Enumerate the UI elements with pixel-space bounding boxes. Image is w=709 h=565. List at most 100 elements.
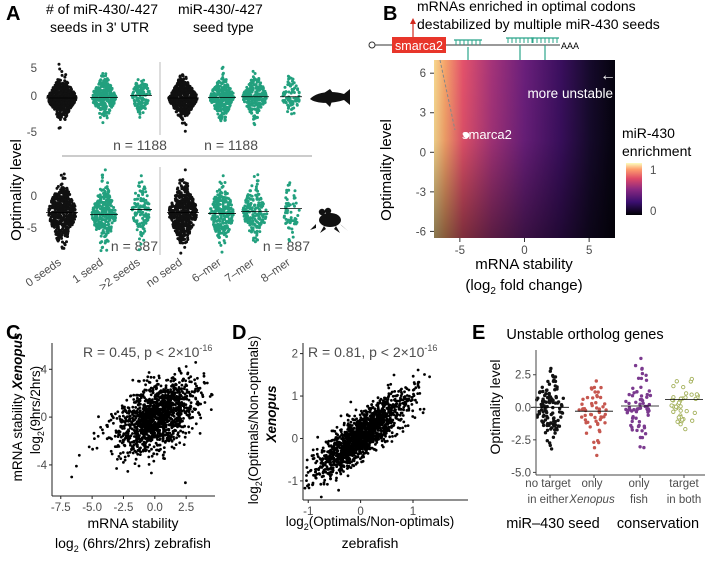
a-point	[221, 88, 225, 92]
a-point	[137, 210, 140, 213]
a-point	[229, 203, 233, 207]
a-point	[254, 219, 258, 223]
a-point	[178, 212, 182, 216]
a-point	[108, 195, 112, 199]
a-point	[171, 213, 175, 217]
c-point	[101, 428, 104, 432]
a-point	[138, 85, 141, 89]
a-point	[49, 204, 53, 208]
a-point	[223, 107, 227, 111]
a-point	[191, 104, 195, 108]
a-point	[209, 207, 213, 211]
a-point	[221, 73, 225, 76]
zebrafish-icon	[310, 89, 350, 107]
c-point	[161, 454, 165, 457]
a-point	[293, 196, 297, 200]
a-point	[112, 94, 116, 97]
a-point	[215, 81, 219, 85]
a-point	[106, 78, 110, 82]
a-point	[103, 91, 106, 95]
a-point	[56, 206, 60, 210]
c-point	[110, 452, 114, 456]
a-point	[175, 225, 179, 229]
a-point	[183, 237, 187, 241]
a-point	[101, 72, 105, 75]
a-point	[293, 204, 296, 208]
a-point	[64, 194, 68, 198]
a-point	[219, 194, 223, 198]
a-point	[185, 91, 189, 95]
b-arrow-left-icon: ←	[600, 67, 616, 84]
c-point	[152, 452, 156, 456]
a-point	[255, 238, 259, 242]
a-point	[188, 107, 191, 111]
b-xtick-label: 5	[586, 245, 592, 257]
a-point	[62, 214, 66, 218]
a-point	[61, 104, 65, 108]
a-point	[135, 222, 139, 226]
c-point	[150, 454, 154, 458]
a-point	[186, 102, 190, 106]
a-point	[262, 221, 266, 225]
a-point	[190, 216, 194, 220]
a-point	[168, 215, 172, 219]
c-point	[87, 445, 91, 449]
c-point	[188, 380, 192, 383]
a-point	[60, 70, 64, 73]
b-ytick-label: 3	[420, 108, 426, 120]
a-col2-title-2: seed type	[193, 19, 254, 35]
a-point	[148, 92, 152, 96]
a-point	[59, 78, 62, 82]
a-point	[226, 226, 230, 230]
a-point	[180, 195, 184, 199]
a-point	[65, 240, 68, 244]
c-point	[144, 383, 148, 387]
a-point	[185, 182, 189, 186]
panel-b: mRNAs enriched in optimal codons destabi…	[368, 0, 691, 297]
a-point	[291, 101, 295, 105]
a-point	[112, 98, 116, 102]
a-point	[73, 217, 76, 221]
a-point	[143, 187, 147, 190]
a-point	[106, 199, 110, 203]
a-point	[98, 241, 102, 245]
a-point	[57, 62, 61, 66]
c-point	[99, 425, 102, 429]
a-point	[231, 208, 235, 212]
c-point	[156, 438, 159, 441]
a-point	[99, 107, 103, 111]
a-n-zebrafish: n = 1188	[204, 137, 258, 153]
a-point	[256, 179, 260, 183]
a-point	[99, 78, 103, 82]
a-point	[222, 78, 226, 82]
a-point	[219, 243, 223, 247]
a-point	[225, 83, 229, 87]
a-point	[246, 90, 249, 94]
a-point	[248, 197, 251, 200]
a-point	[291, 77, 295, 81]
a-point	[73, 99, 77, 103]
a-point	[216, 218, 220, 222]
a-point	[96, 199, 100, 203]
a-point	[264, 91, 267, 95]
a-point	[176, 212, 180, 216]
c-point	[132, 398, 136, 401]
c-point	[170, 439, 174, 443]
a-point	[134, 212, 138, 216]
b-colorbar	[626, 163, 642, 215]
a-point	[137, 248, 141, 252]
a-point	[95, 87, 99, 91]
c-point	[152, 376, 156, 379]
a-point	[178, 75, 182, 79]
c-point	[132, 440, 136, 444]
a-point	[217, 236, 221, 240]
a-point	[138, 237, 141, 241]
c-point	[194, 361, 198, 364]
a-point	[138, 110, 142, 114]
c-point	[118, 439, 122, 443]
a-point	[141, 111, 145, 115]
a-point	[105, 99, 109, 103]
a-point	[223, 181, 227, 184]
a-point	[178, 181, 182, 185]
b-cap	[368, 41, 376, 49]
